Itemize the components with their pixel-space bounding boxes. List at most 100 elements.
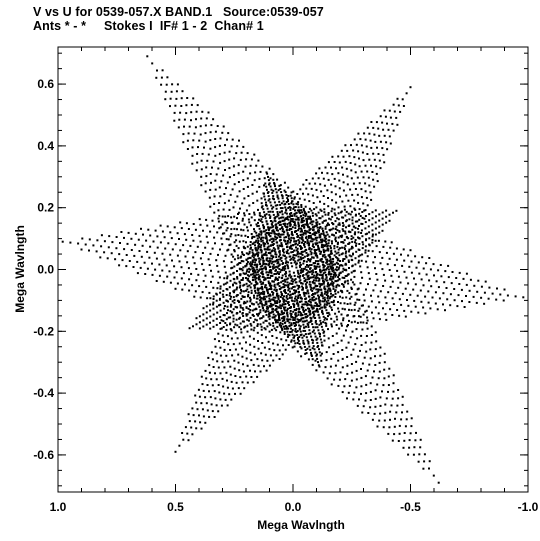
uv-point [297,304,300,307]
uv-point [329,273,332,276]
uv-point [458,271,461,274]
uv-point [240,290,243,293]
uv-point [95,250,98,253]
uv-point [156,69,158,72]
uv-point [347,341,350,344]
uv-point [177,126,180,129]
uv-point [204,396,207,399]
uv-point [276,196,279,198]
uv-point [506,294,509,297]
uv-point [238,240,241,243]
uv-point [275,302,278,304]
uv-point [388,219,391,222]
uv-point [253,296,256,299]
uv-point [299,261,302,264]
uv-point [322,230,325,233]
uv-point [201,152,204,155]
uv-point [293,339,296,342]
uv-point [207,153,210,156]
uv-point [491,292,494,295]
uv-point [391,314,394,316]
uv-point [252,381,255,384]
uv-point [371,418,374,421]
uv-point [354,257,357,260]
uv-point [265,259,268,262]
uv-point [282,248,285,251]
uv-point [218,276,221,279]
uv-point [295,266,298,269]
uv-point [299,230,302,233]
uv-point [387,375,390,378]
uv-point [358,212,361,215]
uv-point [257,245,260,248]
uv-point [331,215,334,218]
uv-point [324,234,327,237]
uv-point [250,302,253,305]
uv-point [286,265,289,268]
uv-point [279,184,282,187]
uv-point [261,165,264,168]
uv-point [242,254,245,256]
uv-point [403,309,406,312]
uv-point [160,83,163,86]
uv-point [434,302,437,305]
uv-point [329,252,332,255]
uv-point [317,297,320,300]
uv-point [244,234,247,237]
uv-point [272,263,275,266]
uv-point [265,204,268,207]
uv-point [316,309,319,312]
uv-point [314,260,317,263]
uv-point [326,289,329,292]
uv-point [178,260,181,263]
uv-point [277,232,280,235]
uv-point [295,308,298,310]
uv-point [219,137,222,140]
uv-point [262,192,265,195]
uv-point [283,267,286,270]
uv-point [354,343,357,346]
uv-point [323,234,326,237]
uv-point [237,222,240,225]
uv-point [315,218,318,221]
uv-point [317,345,320,347]
uv-point [288,273,291,276]
uv-point [311,194,314,197]
uv-point [316,285,319,287]
uv-point [273,198,275,201]
uv-point [251,184,254,186]
uv-point [330,317,333,320]
uv-point [226,275,229,278]
uv-point [277,313,280,315]
uv-point [370,341,373,344]
uv-point [179,111,182,114]
uv-point [279,304,282,307]
uv-point [332,277,335,280]
uv-point [250,246,252,249]
uv-point [225,328,228,331]
uv-point [331,258,334,260]
uv-point [429,268,432,271]
uv-point [346,175,349,178]
uv-point [339,371,342,374]
uv-point [367,249,370,252]
uv-point [281,353,284,356]
uv-point [261,236,263,239]
uv-point [225,294,228,296]
uv-point [293,261,296,264]
uv-point [292,304,295,307]
uv-point [304,265,307,268]
uv-point [180,277,183,280]
uv-point [279,253,282,256]
uv-point [348,292,351,295]
uv-point [267,300,270,303]
uv-point [415,266,418,269]
uv-point [328,302,331,305]
uv-point [319,303,322,306]
uv-point [287,207,290,209]
uv-point [427,301,430,304]
uv-point [299,311,301,314]
uv-point [335,266,338,269]
uv-point [224,398,227,401]
uv-point [271,207,274,210]
